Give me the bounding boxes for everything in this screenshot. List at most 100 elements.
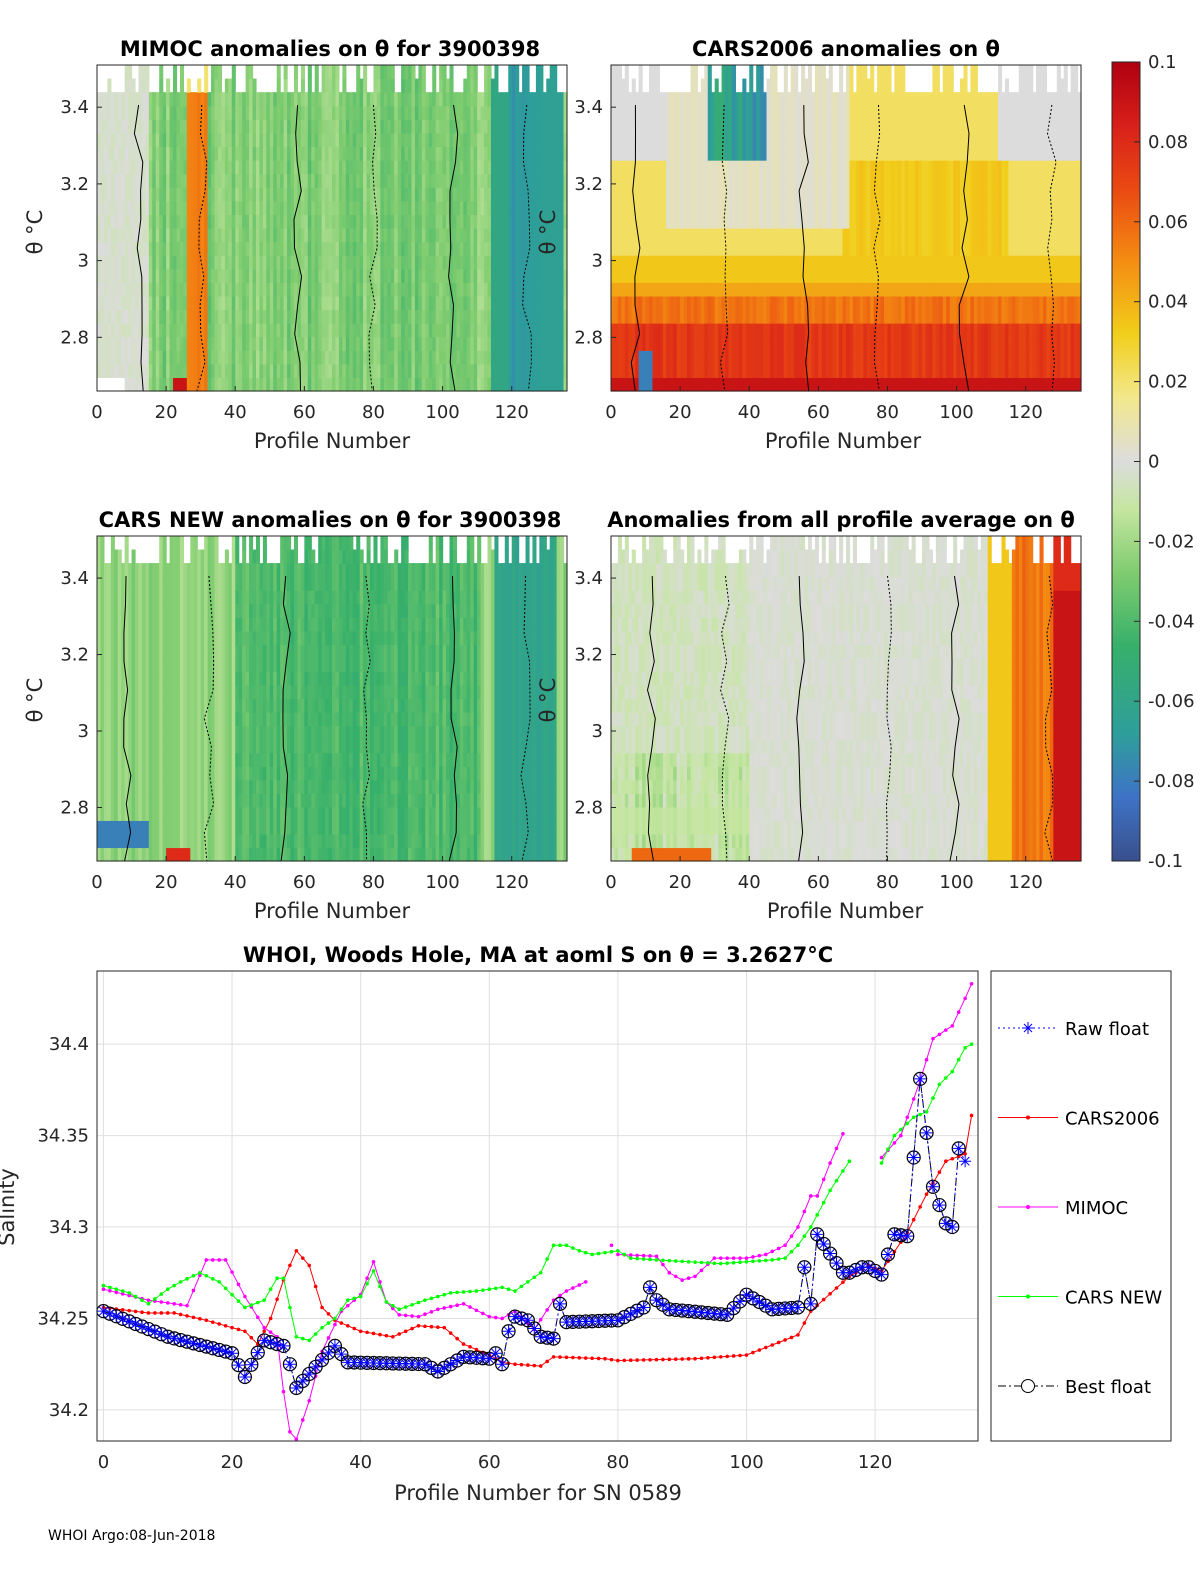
heatmap-cell: [235, 350, 240, 365]
heatmap-cell: [494, 282, 499, 297]
heatmap-cell: [262, 377, 267, 392]
heatmap-cell: [693, 160, 698, 175]
heatmap-cell: [628, 377, 633, 392]
heatmap-cell: [207, 160, 212, 175]
heatmap-cell: [525, 173, 530, 188]
heatmap-cell: [383, 377, 388, 392]
heatmap-cell: [211, 350, 216, 365]
heatmap-cell: [783, 350, 788, 365]
heatmap-cell: [880, 65, 885, 80]
heatmap-cell: [273, 282, 278, 297]
heatmap-cell: [435, 363, 440, 379]
heatmap-cell: [470, 336, 475, 351]
heatmap-cell: [221, 146, 226, 161]
heatmap-cell: [866, 323, 871, 338]
heatmap-cell: [442, 336, 447, 351]
heatmap-cell: [376, 214, 381, 229]
heatmap-cell: [666, 377, 671, 392]
heatmap-cell: [473, 241, 478, 256]
heatmap-cell: [162, 309, 167, 324]
heatmap-cell: [842, 228, 847, 243]
heatmap-cell: [525, 228, 530, 243]
heatmap-cell: [148, 173, 153, 188]
heatmap-cell: [859, 214, 864, 229]
heatmap-cell: [228, 323, 233, 338]
heatmap-cell: [849, 363, 854, 379]
heatmap-cell: [128, 350, 133, 365]
heatmap-cell: [311, 119, 316, 134]
heatmap-cell: [425, 214, 430, 229]
heatmap-cell: [560, 323, 565, 338]
heatmap-cell: [107, 119, 112, 134]
heatmap-cell: [807, 295, 813, 311]
heatmap-cell: [221, 160, 226, 175]
heatmap-cell: [345, 377, 350, 392]
heatmap-cell: [735, 92, 740, 107]
heatmap-cell: [859, 78, 864, 93]
heatmap-cell: [807, 65, 813, 80]
heatmap-cell: [494, 363, 499, 379]
heatmap-cell: [484, 105, 489, 120]
heatmap-cell: [235, 295, 240, 311]
heatmap-cell: [752, 146, 757, 161]
heatmap-cell: [249, 350, 254, 365]
heatmap-cell: [624, 363, 629, 379]
heatmap-cell: [421, 350, 426, 365]
heatmap-cell: [801, 336, 806, 351]
heatmap-cell: [414, 200, 419, 216]
heatmap-cell: [728, 119, 733, 134]
heatmap-cell: [880, 214, 885, 229]
heatmap-cell: [673, 146, 678, 161]
heatmap-cell: [418, 146, 423, 161]
heatmap-cell: [197, 119, 202, 134]
heatmap-cell: [425, 350, 430, 365]
heatmap-cell: [148, 336, 153, 351]
heatmap-cell: [145, 65, 150, 80]
heatmap-cell: [214, 187, 219, 202]
heatmap-cell: [449, 323, 454, 338]
heatmap-cell: [617, 146, 622, 161]
heatmap-cell: [328, 132, 333, 148]
heatmap-cell: [283, 65, 288, 80]
heatmap-cell: [611, 65, 616, 80]
heatmap-cell: [428, 268, 433, 283]
heatmap-cell: [721, 363, 726, 379]
heatmap-cell: [366, 105, 371, 120]
heatmap-cell: [152, 255, 157, 270]
heatmap-cell: [269, 309, 274, 324]
heatmap-cell: [797, 132, 802, 148]
heatmap-cell: [249, 241, 254, 256]
heatmap-cell: [228, 377, 233, 392]
heatmap-cell: [680, 336, 685, 351]
heatmap-cell: [193, 146, 198, 161]
heatmap-cell: [693, 78, 698, 93]
heatmap-cell: [435, 105, 440, 120]
heatmap-cell: [456, 363, 461, 379]
heatmap-cell: [721, 309, 726, 324]
heatmap-cell: [452, 377, 458, 392]
heatmap-cell: [742, 78, 747, 93]
heatmap-cell: [287, 241, 292, 256]
heatmap-cell: [638, 241, 643, 256]
heatmap-cell: [311, 350, 316, 365]
heatmap-cell: [162, 173, 167, 188]
heatmap-cell: [704, 92, 709, 107]
heatmap-cell: [262, 295, 267, 311]
heatmap-cell: [245, 65, 250, 80]
heatmap-cell: [528, 241, 534, 256]
heatmap-cell: [807, 214, 813, 229]
heatmap-cell: [255, 228, 261, 243]
heatmap-cell: [846, 282, 851, 297]
heatmap-cell: [473, 377, 478, 392]
heatmap-cell: [735, 146, 740, 161]
heatmap-cell: [376, 228, 381, 243]
heatmap-cell: [466, 363, 471, 379]
heatmap-cell: [801, 255, 806, 270]
heatmap-cell: [549, 228, 554, 243]
heatmap-cell: [821, 363, 826, 379]
heatmap-cell: [731, 200, 737, 216]
heatmap-cell: [103, 255, 108, 270]
heatmap-cell: [204, 336, 209, 351]
heatmap-cell: [373, 200, 378, 216]
heatmap-cell: [283, 282, 288, 297]
